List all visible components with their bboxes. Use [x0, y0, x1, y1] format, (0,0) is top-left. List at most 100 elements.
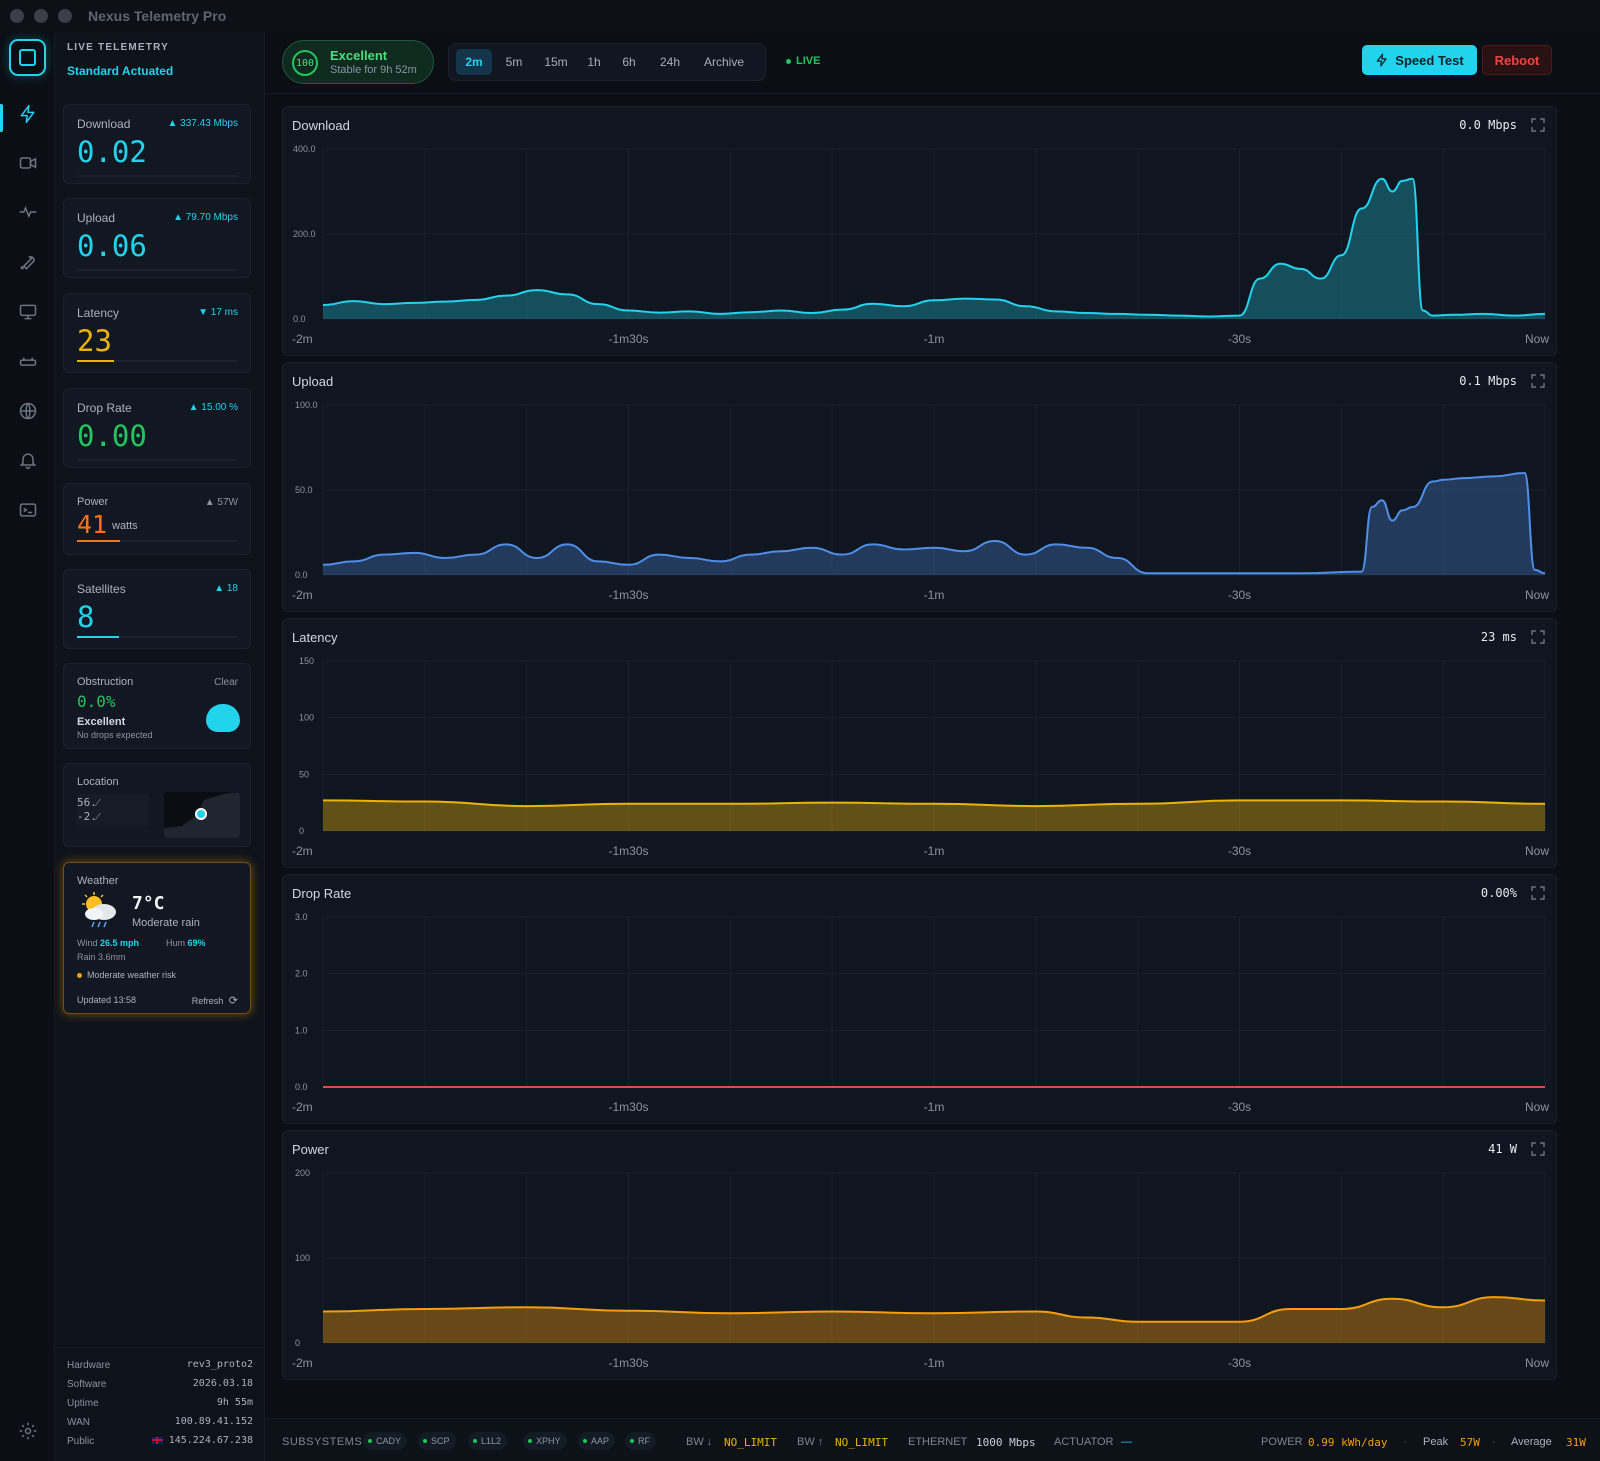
expand-icon[interactable]: [1531, 886, 1545, 900]
expand-icon[interactable]: [1531, 374, 1545, 388]
power-card[interactable]: Power ▲ 57W 41 watts: [63, 483, 251, 555]
download-card[interactable]: Download ▲ 337.43 Mbps 0.02: [63, 104, 251, 184]
telemetry-sidebar: LIVE TELEMETRY Standard Actuated Downloa…: [55, 32, 265, 1461]
coordinates-box: 56.⁄ -2.⁄: [77, 794, 149, 826]
x-tick-label: -1m30s: [608, 1100, 648, 1114]
info-value: 9h 55m: [216, 1397, 253, 1408]
subsystem-chip-cady[interactable]: CADY: [363, 1432, 408, 1450]
dashboard-toolbar: 100 Excellent Stable for 9h 52m 2m 5m 15m 1…: [265, 32, 1600, 94]
location-map[interactable]: [164, 792, 240, 838]
range-6h[interactable]: 6h: [622, 55, 636, 69]
info-value: rev3_proto2: [186, 1359, 253, 1370]
range-1h[interactable]: 1h: [587, 55, 601, 69]
latitude: 56.⁄: [77, 796, 99, 809]
obstruction-quality: Excellent: [77, 716, 126, 728]
speed-test-label: Speed Test: [1395, 52, 1464, 68]
satellites-card[interactable]: Satellites ▲ 18 8: [63, 569, 251, 649]
latency-chart-panel: Latency 23 ms 150 100 50 0 -2m -1m30s -1m -30s Now: [282, 618, 1557, 868]
weather-refresh-button[interactable]: Refresh ⟳: [192, 994, 238, 1007]
active-nav-indicator: [0, 104, 3, 132]
y-tick-label: 1.0: [295, 1025, 308, 1035]
info-row-hardware: Hardware rev3_proto2: [55, 1358, 265, 1377]
wind-label: Wind: [77, 938, 98, 948]
sep-dot-1: ·: [1403, 1436, 1407, 1448]
expand-icon[interactable]: [1531, 118, 1545, 132]
uk-flag-icon: [151, 1436, 163, 1444]
ethernet-label: ETHERNET: [908, 1436, 968, 1448]
range-2m[interactable]: 2m: [456, 49, 492, 75]
latency-area-fill: [323, 800, 1545, 831]
bell-icon[interactable]: [16, 448, 40, 472]
close-window-button[interactable]: [10, 9, 24, 23]
range-archive[interactable]: Archive: [703, 55, 744, 69]
connection-status-pill[interactable]: 100 Excellent Stable for 9h 52m: [282, 40, 434, 84]
card-bar-track: [77, 459, 237, 461]
subsystem-chip-scp[interactable]: SCP: [418, 1432, 456, 1450]
wrench-icon[interactable]: [16, 250, 40, 274]
chart-title: Power: [292, 1142, 329, 1157]
card-label: Download: [77, 117, 131, 131]
subsystem-chip-aap[interactable]: AAP: [578, 1432, 616, 1450]
chart-title: Drop Rate: [292, 886, 352, 901]
icon-nav-bar: [0, 32, 55, 1461]
x-tick-label: -1m: [924, 588, 945, 602]
drop-rate-card[interactable]: Drop Rate ▲ 15.00 % 0.00: [63, 388, 251, 468]
subsystems-label: SUBSYSTEMS: [282, 1436, 363, 1448]
humidity-readout: Hum 69%: [166, 938, 206, 948]
chart-plot: 400.0 200.0 0.0 -2m -1m30s -1m -30s Now: [292, 144, 1549, 346]
app-logo-icon[interactable]: [9, 39, 46, 76]
globe-icon[interactable]: [16, 399, 40, 423]
card-bar-track: [77, 360, 237, 362]
title-bar: Nexus Telemetry Pro: [0, 0, 1600, 32]
card-label: Obstruction: [77, 676, 134, 688]
range-5m[interactable]: 5m: [505, 55, 523, 69]
card-peak: ▲ 57W: [204, 497, 238, 508]
router-icon[interactable]: [16, 349, 40, 373]
zoom-window-button[interactable]: [58, 9, 72, 23]
obstruction-card[interactable]: Obstruction Clear 0.0% Excellent No drop…: [63, 663, 251, 749]
location-card[interactable]: Location 56.⁄ -2.⁄: [63, 763, 251, 847]
card-value: 41: [77, 510, 108, 539]
expand-icon[interactable]: [1531, 630, 1545, 644]
chart-plot: 3.0 2.0 1.0 0.0 -2m -1m30s -1m -30s Now: [292, 912, 1549, 1114]
video-icon[interactable]: [16, 151, 40, 175]
x-tick-label: -30s: [1228, 844, 1251, 858]
info-label: Software: [67, 1379, 107, 1390]
range-15m[interactable]: 15m: [544, 55, 568, 69]
system-info: Hardware rev3_proto2 Software 2026.03.18 Upt…: [55, 1347, 265, 1453]
card-value: 8: [77, 600, 95, 634]
y-tick-label: 0: [295, 1338, 300, 1348]
wind-readout: Wind 26.5 mph: [77, 938, 139, 948]
live-label: LIVE: [796, 55, 821, 67]
reboot-button[interactable]: Reboot: [1482, 45, 1552, 75]
upload-series-line: [322, 471, 1546, 575]
terminal-icon[interactable]: [16, 498, 40, 522]
card-bar-track: [77, 540, 237, 542]
subsystem-chip-rf[interactable]: RF: [625, 1432, 656, 1450]
weather-card[interactable]: Weather 7°C Moderate rain Wind 26.5 mph …: [63, 862, 251, 1014]
minimize-window-button[interactable]: [34, 9, 48, 23]
sky-map-dome-icon: [206, 704, 240, 732]
card-label: Location: [77, 776, 119, 788]
bw-up-value: NO_LIMIT: [835, 1436, 888, 1449]
chart-plot: 200 100 0 -2m -1m30s -1m -30s Now: [292, 1168, 1549, 1370]
download-area-fill: [323, 178, 1545, 319]
x-tick-label: Now: [1525, 332, 1549, 346]
latency-card[interactable]: Latency ▼ 17 ms 23: [63, 293, 251, 373]
range-24h[interactable]: 24h: [659, 55, 681, 69]
download-chart-panel: Download 0.0 Mbps 400.0 200.0 0.0 -2m -1m30s -1…: [282, 106, 1557, 356]
bolt-icon[interactable]: [16, 102, 40, 126]
pulse-icon[interactable]: [16, 200, 40, 224]
subsystem-chip-l1l2[interactable]: L1L2: [468, 1432, 508, 1450]
subsystem-chip-xphy[interactable]: XPHY: [523, 1432, 567, 1450]
upload-card[interactable]: Upload ▲ 79.70 Mbps 0.06: [63, 198, 251, 278]
download-series-line: [322, 177, 1546, 318]
chart-plot: 150 100 50 0 -2m -1m30s -1m -30s Now: [292, 656, 1549, 858]
expand-icon[interactable]: [1531, 1142, 1545, 1156]
power-area-fill: [323, 1297, 1545, 1343]
main-dashboard: 100 Excellent Stable for 9h 52m 2m 5m 15m 1…: [265, 32, 1600, 1418]
average-label: Average: [1511, 1436, 1552, 1448]
monitor-icon[interactable]: [16, 300, 40, 324]
settings-gear-icon[interactable]: [16, 1419, 40, 1443]
speed-test-button[interactable]: Speed Test: [1362, 45, 1477, 75]
